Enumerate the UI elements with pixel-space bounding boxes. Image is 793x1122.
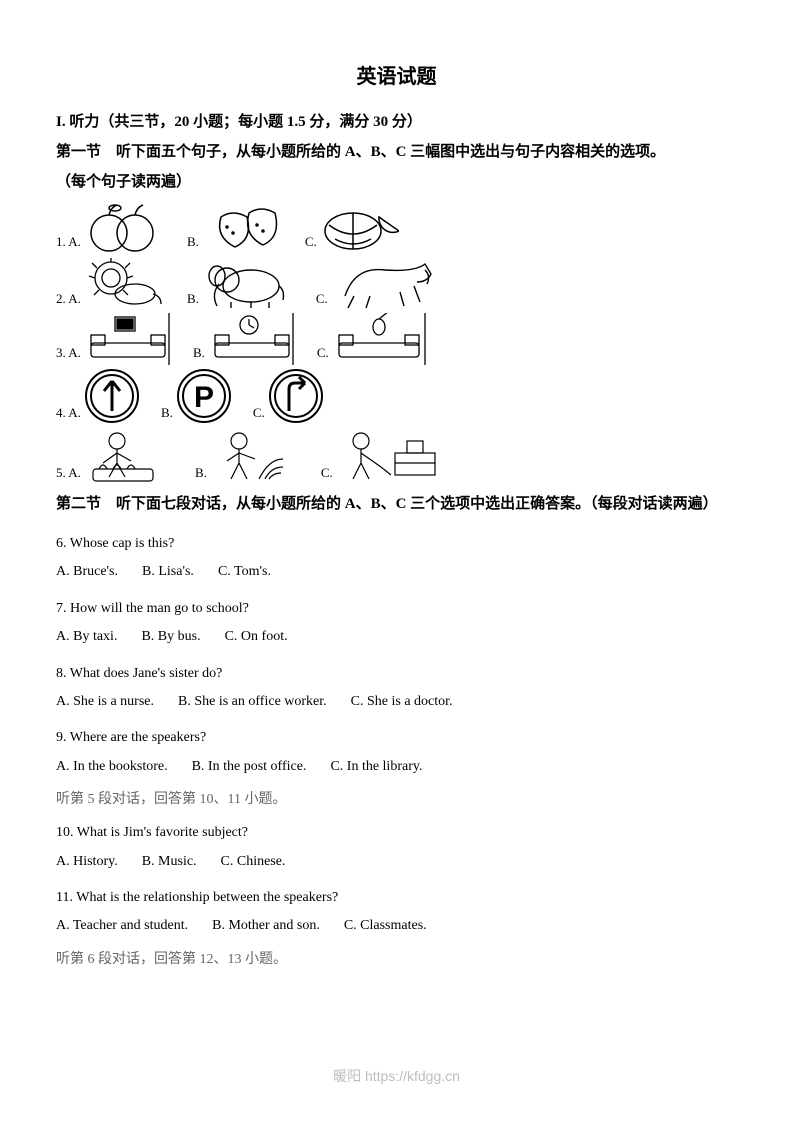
option: C. Tom's. <box>218 564 271 579</box>
question-block: 7. How will the man go to school? A. By t… <box>56 598 737 649</box>
option: B. Music. <box>142 854 197 869</box>
page-footer: 暖阳 https://kfdgg.cn <box>0 1066 793 1086</box>
option: A. In the bookstore. <box>56 759 168 774</box>
watermelon-icon <box>319 199 399 254</box>
image-question-3: 3. A. B. C. <box>56 313 737 365</box>
q3-c-label: C. <box>317 345 329 365</box>
q4-b-label: B. <box>161 405 173 425</box>
option: B. Mother and son. <box>212 918 320 933</box>
dialogue-hint-6: 听第 6 段对话，回答第 12、13 小题。 <box>56 948 737 968</box>
option: C. Classmates. <box>344 918 427 933</box>
question-text: 8. What does Jane's sister do? <box>56 663 737 685</box>
question-set-1: 6. Whose cap is this? A. Bruce's. B. Lisa'… <box>56 533 737 778</box>
option: B. In the post office. <box>192 759 307 774</box>
exam-page: 英语试题 I. 听力（共三节，20 小题；每小题 1.5 分，满分 30 分） … <box>0 0 793 1122</box>
q5-c-label: C. <box>321 465 333 485</box>
girl-gardening-icon <box>83 427 175 485</box>
lion-icon <box>83 256 167 311</box>
option: B. Lisa's. <box>142 564 194 579</box>
question-text: 11. What is the relationship between the… <box>56 887 737 909</box>
image-question-5: 5. A. B. C. <box>56 427 737 485</box>
question-block: 10. What is Jim's favorite subject? A. Hi… <box>56 822 737 873</box>
q2-c-label: C. <box>316 291 328 311</box>
sign-right-icon <box>267 367 325 425</box>
q5-b-label: B. <box>195 465 207 485</box>
option: A. Bruce's. <box>56 564 118 579</box>
question-options: A. Bruce's. B. Lisa's. C. Tom's. <box>56 561 737 583</box>
q2-num: 2. A. <box>56 291 81 311</box>
question-text: 6. Whose cap is this? <box>56 533 737 555</box>
q1-c-label: C. <box>305 234 317 254</box>
question-block: 9. Where are the speakers? A. In the book… <box>56 727 737 778</box>
girl-picking-icon <box>209 427 301 485</box>
q2-b-label: B. <box>187 291 199 311</box>
option: A. History. <box>56 854 118 869</box>
part1-line1: 第一节 听下面五个句子，从每小题所给的 A、B、C 三幅图中选出与句子内容相关的… <box>56 137 737 167</box>
dialogue-hint-5: 听第 5 段对话，回答第 10、11 小题。 <box>56 788 737 808</box>
question-options: A. History. B. Music. C. Chinese. <box>56 851 737 873</box>
elephant-icon <box>201 256 296 311</box>
image-question-4: 4. A. B. P C. <box>56 367 737 425</box>
question-options: A. By taxi. B. By bus. C. On foot. <box>56 626 737 648</box>
question-text: 9. Where are the speakers? <box>56 727 737 749</box>
question-block: 11. What is the relationship between the… <box>56 887 737 938</box>
sofa-clock-icon <box>207 313 297 365</box>
option: A. By taxi. <box>56 629 117 644</box>
q1-b-label: B. <box>187 234 199 254</box>
question-text: 10. What is Jim's favorite subject? <box>56 822 737 844</box>
page-title: 英语试题 <box>56 60 737 89</box>
image-question-1: 1. A. B. C. <box>56 199 737 254</box>
option: C. She is a doctor. <box>351 694 453 709</box>
sofa-guitar-icon <box>331 313 431 365</box>
part1-line2: （每个句子读两遍） <box>56 167 737 197</box>
q4-num: 4. A. <box>56 405 81 425</box>
svg-text:P: P <box>194 381 214 414</box>
question-options: A. She is a nurse. B. She is an office wo… <box>56 691 737 713</box>
sign-parking-icon: P <box>175 367 233 425</box>
sign-up-icon <box>83 367 141 425</box>
section-1-header: I. 听力（共三节，20 小题；每小题 1.5 分，满分 30 分） <box>56 107 737 137</box>
q1-num: 1. A. <box>56 234 81 254</box>
option: A. Teacher and student. <box>56 918 188 933</box>
question-block: 8. What does Jane's sister do? A. She is … <box>56 663 737 714</box>
option: B. By bus. <box>141 629 200 644</box>
question-options: A. In the bookstore. B. In the post offic… <box>56 756 737 778</box>
question-block: 6. Whose cap is this? A. Bruce's. B. Lisa'… <box>56 533 737 584</box>
question-set-2: 10. What is Jim's favorite subject? A. Hi… <box>56 822 737 938</box>
image-question-2: 2. A. B. C. <box>56 256 737 311</box>
option: C. On foot. <box>225 629 288 644</box>
q5-num: 5. A. <box>56 465 81 485</box>
sofa-picture-icon <box>83 313 173 365</box>
q4-c-label: C. <box>253 405 265 425</box>
option: C. In the library. <box>330 759 422 774</box>
option: A. She is a nurse. <box>56 694 154 709</box>
option: B. She is an office worker. <box>178 694 327 709</box>
horse-icon <box>330 256 440 311</box>
girl-cleaning-icon <box>335 427 443 485</box>
question-text: 7. How will the man go to school? <box>56 598 737 620</box>
q3-b-label: B. <box>193 345 205 365</box>
part2-header: 第二节 听下面七段对话，从每小题所给的 A、B、C 三个选项中选出正确答案。（每… <box>56 489 737 519</box>
q3-num: 3. A. <box>56 345 81 365</box>
question-options: A. Teacher and student. B. Mother and son… <box>56 915 737 937</box>
apples-icon <box>83 199 167 254</box>
strawberries-icon <box>201 199 285 254</box>
option: C. Chinese. <box>221 854 286 869</box>
